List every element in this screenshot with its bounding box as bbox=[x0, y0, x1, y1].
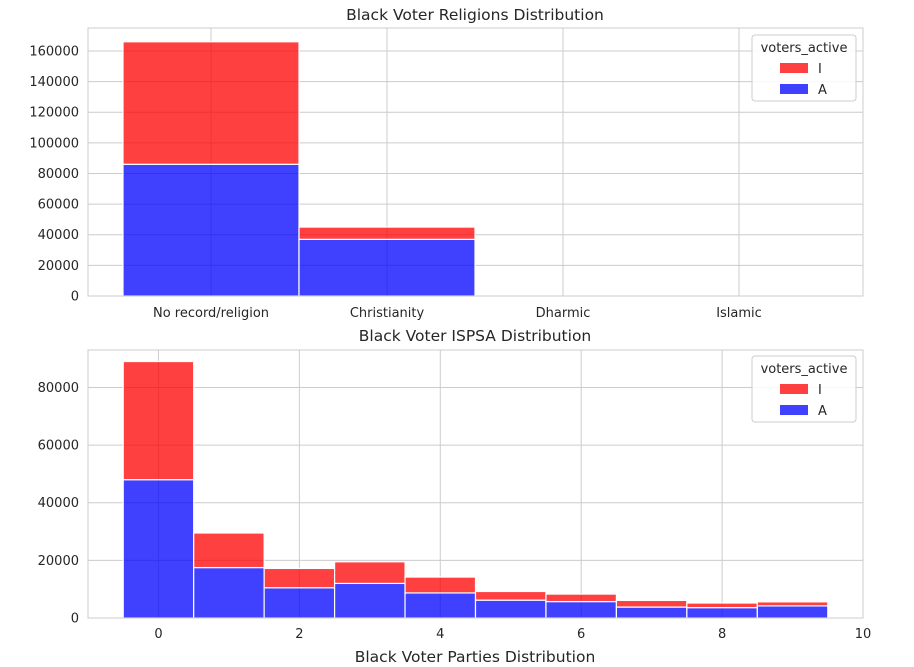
religion-y-tick-label: 20000 bbox=[38, 259, 79, 274]
ispsa-legend-title: voters_active bbox=[761, 362, 848, 377]
religion-y-tick-label: 80000 bbox=[38, 167, 79, 182]
ispsa-bar-i bbox=[404, 576, 477, 594]
religion-chart-title: Black Voter Religions Distribution bbox=[346, 6, 604, 24]
ispsa-bar-a bbox=[193, 566, 265, 619]
ispsa-x-tick-label: 0 bbox=[154, 627, 162, 642]
ispsa-x-tick-label: 10 bbox=[855, 627, 872, 642]
ispsa-legend-label-a: A bbox=[818, 404, 827, 419]
religion-chart: Black Voter Religions Distribution 0 2000… bbox=[29, 6, 864, 321]
ispsa-bar-a bbox=[122, 479, 195, 619]
religion-y-tick-label: 100000 bbox=[29, 136, 79, 151]
ispsa-bar-i bbox=[474, 590, 547, 601]
ispsa-bar-a bbox=[615, 606, 688, 619]
religion-plot-frame bbox=[87, 27, 864, 297]
religion-y-tick-label: 60000 bbox=[38, 198, 79, 213]
ispsa-bar-i bbox=[122, 360, 195, 481]
ispsa-x-tick-label: 8 bbox=[718, 627, 726, 642]
ispsa-x-axis-label: Black Voter Parties Distribution bbox=[355, 648, 596, 666]
religion-bar-i bbox=[298, 226, 476, 240]
ispsa-bar-i bbox=[615, 599, 688, 608]
ispsa-y-tick-label: 80000 bbox=[38, 381, 79, 396]
ispsa-y-ticks: 0 20000 40000 60000 80000 bbox=[38, 381, 79, 627]
ispsa-chart-title: Black Voter ISPSA Distribution bbox=[359, 327, 592, 345]
ispsa-x-tick-label: 2 bbox=[295, 627, 303, 642]
ispsa-bar-a bbox=[474, 599, 547, 619]
ispsa-bar-i bbox=[263, 567, 336, 589]
ispsa-legend-swatch-i bbox=[780, 384, 808, 394]
religion-x-tick-label: Dharmic bbox=[536, 306, 591, 321]
religion-legend-label-i: I bbox=[818, 62, 822, 77]
religion-x-tick-label: No record/religion bbox=[153, 306, 269, 321]
ispsa-bar-i bbox=[193, 532, 265, 569]
religion-y-tick-label: 160000 bbox=[29, 44, 79, 59]
ispsa-bar-a bbox=[333, 582, 406, 619]
ispsa-x-tick-label: 4 bbox=[436, 627, 444, 642]
ispsa-y-tick-label: 40000 bbox=[38, 496, 79, 511]
ispsa-bars bbox=[122, 360, 829, 619]
religion-x-tick-label: Islamic bbox=[716, 306, 762, 321]
religion-bars bbox=[122, 41, 476, 297]
religion-legend: voters_active I A bbox=[751, 34, 857, 102]
religion-legend-swatch-a bbox=[780, 84, 808, 94]
religion-x-ticks: No record/religion Christianity Dharmic Isl… bbox=[153, 306, 762, 321]
ispsa-bar-a bbox=[686, 607, 758, 619]
ispsa-legend-swatch-a bbox=[780, 405, 808, 415]
religion-legend-swatch-i bbox=[780, 63, 808, 73]
religion-bar-a bbox=[122, 163, 300, 297]
ispsa-bar-i bbox=[333, 561, 406, 585]
ispsa-legend-label-i: I bbox=[818, 383, 822, 398]
ispsa-bar-a bbox=[545, 600, 618, 619]
ispsa-y-tick-label: 60000 bbox=[38, 439, 79, 454]
ispsa-bar-i bbox=[545, 593, 618, 603]
ispsa-bar-a bbox=[756, 605, 829, 619]
religion-y-tick-label: 40000 bbox=[38, 228, 79, 243]
religion-bar-a bbox=[298, 238, 476, 297]
religion-y-tick-label: 0 bbox=[71, 290, 79, 305]
religion-legend-label-a: A bbox=[818, 83, 827, 98]
religion-y-tick-label: 140000 bbox=[29, 75, 79, 90]
ispsa-x-ticks: 0 2 4 6 8 10 bbox=[154, 627, 871, 642]
religion-y-tick-label: 120000 bbox=[29, 106, 79, 121]
religion-y-ticks: 0 20000 40000 60000 80000 100000 120000 140000 1… bbox=[29, 44, 79, 304]
religion-x-tick-label: Christianity bbox=[350, 306, 425, 321]
ispsa-y-tick-label: 20000 bbox=[38, 554, 79, 569]
ispsa-x-tick-label: 6 bbox=[577, 627, 585, 642]
ispsa-bar-a bbox=[263, 587, 336, 619]
ispsa-bar-i bbox=[686, 602, 758, 609]
ispsa-chart: Black Voter ISPSA Distribution 020000400… bbox=[38, 327, 872, 666]
religion-bar-i bbox=[122, 41, 300, 165]
ispsa-bar-a bbox=[404, 592, 477, 619]
religion-legend-title: voters_active bbox=[761, 41, 848, 56]
ispsa-plot-frame bbox=[87, 349, 864, 619]
ispsa-legend: voters_active I A bbox=[751, 355, 857, 423]
ispsa-bar-i bbox=[756, 601, 829, 607]
ispsa-y-tick-label: 0 bbox=[71, 612, 79, 627]
